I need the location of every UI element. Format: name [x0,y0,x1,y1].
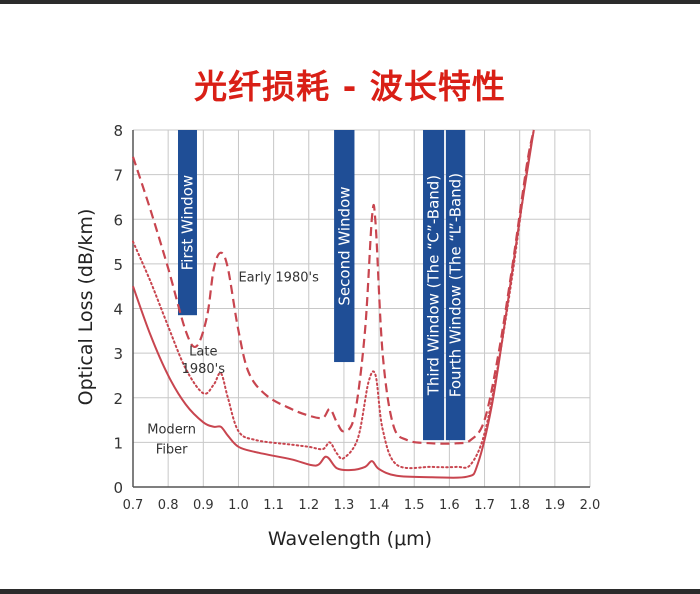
annotation-label: Early 1980's [238,271,319,286]
window-bars: First Window Second Window Third Window (T… [177,130,466,441]
annotation-label: Late [189,344,217,359]
y-tick-label: 3 [113,345,123,363]
tick-labels: 0.7 0.8 0.9 1.0 1.1 1.2 1.3 1.4 1.5 1.6 1.7 1.8 1.9 2… [113,122,600,513]
y-tick-label: 7 [113,167,123,185]
y-tick-label: 1 [113,434,123,452]
annotation-label: Modern [147,422,196,437]
x-tick-label: 1.4 [369,498,390,513]
series-line [132,129,535,479]
window-label: First Window [178,175,196,270]
y-axis-label: Optical Loss (dB/km) [75,209,97,406]
x-tick-label: 1.6 [439,498,460,513]
x-tick-label: 1.9 [545,498,566,513]
x-tick-label: 0.8 [158,498,179,513]
x-tick-label: 2.0 [580,498,601,513]
slide-title: 光纤损耗 - 波长特性 [194,67,506,106]
annotation-label: Fiber [156,443,188,458]
series-lines [131,129,535,479]
series-line [132,129,535,470]
x-tick-label: 1.8 [509,498,530,513]
window-label: Fourth Window (The “L”-Band) [447,173,465,397]
x-tick-label: 1.3 [334,498,355,513]
slide-frame-bottom [0,589,700,594]
y-tick-label: 2 [113,390,123,408]
window-bar [423,130,445,441]
x-tick-label: 1.5 [404,498,425,513]
grid-lines [132,129,591,488]
annotation-label: 1980's [182,362,226,377]
annotations: Early 1980's Late 1980's Modern Fiber [147,271,319,458]
x-tick-label: 1.2 [298,498,319,513]
x-tick-label: 1.0 [228,498,249,513]
window-bar [177,130,197,316]
x-tick-label: 0.9 [193,498,214,513]
window-label: Second Window [335,186,353,305]
x-axis-label: Wavelength (μm) [268,528,432,550]
x-tick-label: 0.7 [123,498,144,513]
slide-frame-top [0,0,700,4]
window-bar [445,130,466,441]
x-tick-label: 1.7 [474,498,495,513]
y-tick-label: 0 [113,479,123,497]
y-tick-label: 6 [113,211,123,229]
x-tick-label: 1.1 [263,498,284,513]
y-tick-label: 5 [113,256,123,274]
y-tick-label: 8 [113,122,123,140]
y-tick-label: 4 [113,301,123,319]
window-label: Third Window (The “C”-Band) [425,175,443,396]
window-bar [334,130,355,363]
series-line [131,129,535,445]
